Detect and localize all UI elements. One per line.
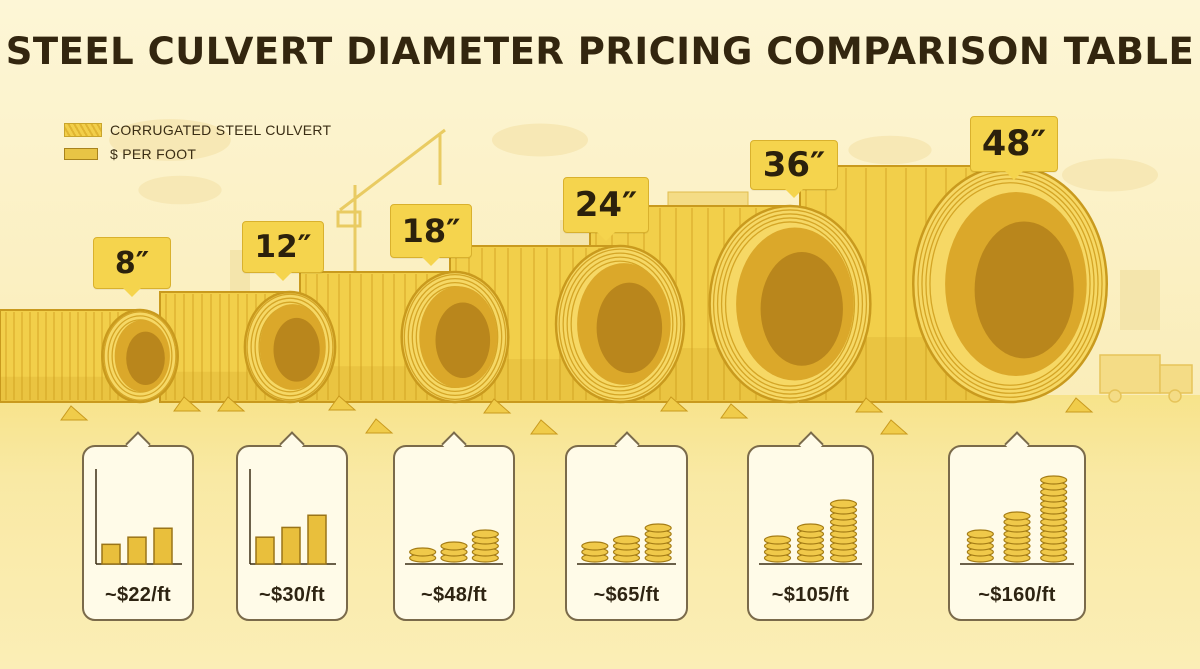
culvert-pipe-2 <box>159 290 337 404</box>
price-label-6: ~$160/ft <box>978 584 1056 606</box>
price-label-3: ~$48/ft <box>420 584 488 606</box>
price-card-1: ~$22/ft <box>82 445 194 621</box>
rock-icon <box>365 418 394 434</box>
legend-item-culvert: CORRUGATED STEEL CULVERT <box>64 118 331 142</box>
size-tag-4: 24″ <box>563 177 649 241</box>
price-card-5: ~$105/ft <box>747 445 874 621</box>
cloud-icon <box>848 135 932 165</box>
price-icon-4 <box>577 523 676 565</box>
rock-icon <box>483 398 512 414</box>
money-swatch-icon <box>64 148 98 160</box>
legend-label-culvert: CORRUGATED STEEL CULVERT <box>110 122 332 138</box>
rock-icon <box>855 397 884 413</box>
size-tag-6: 48″ <box>970 116 1058 180</box>
culvert-pipe-1 <box>0 308 179 404</box>
size-tag-1: 8″ <box>93 237 171 297</box>
price-icon-3 <box>405 529 503 565</box>
building-icon <box>1120 270 1160 330</box>
chart-title: STEEL CULVERT DIAMETER PRICING COMPARISO… <box>5 30 1195 73</box>
price-icon-1 <box>95 469 182 565</box>
price-icon-5 <box>759 499 862 565</box>
price-card-3: ~$48/ft <box>393 445 515 621</box>
legend-label-price: $ PER FOOT <box>110 146 197 162</box>
truck-icon <box>1099 354 1193 403</box>
legend: CORRUGATED STEEL CULVERT $ PER FOOT <box>64 118 331 166</box>
culvert-pipe-4 <box>449 244 686 404</box>
coin-icon <box>612 535 641 545</box>
rock-icon <box>880 419 909 435</box>
price-bar <box>153 527 173 565</box>
coin-icon <box>581 541 609 551</box>
culvert-pipes <box>0 164 1109 404</box>
coin-icon <box>440 541 468 551</box>
price-card-4: ~$65/ft <box>565 445 688 621</box>
cloud-icon <box>492 123 588 157</box>
rock-icon <box>217 396 246 412</box>
price-label-2: ~$30/ft <box>258 584 326 606</box>
price-bar <box>127 536 147 565</box>
price-label-5: ~$105/ft <box>771 584 850 606</box>
cloud-icon <box>1062 158 1158 192</box>
price-bar <box>281 526 301 565</box>
coin-icon <box>1003 511 1031 521</box>
legend-item-price: $ PER FOOT <box>64 142 331 166</box>
price-bar <box>307 514 327 565</box>
rock-icon <box>530 419 559 435</box>
size-tag-5: 36″ <box>750 140 838 198</box>
coin-icon <box>644 523 672 533</box>
coin-icon <box>966 529 994 539</box>
rock-icon <box>328 395 357 411</box>
price-icon-2 <box>249 469 336 565</box>
price-bar <box>255 536 275 565</box>
price-card-2: ~$30/ft <box>236 445 348 621</box>
price-bar <box>101 543 121 565</box>
coin-icon <box>1040 475 1068 485</box>
price-card-6: ~$160/ft <box>948 445 1086 621</box>
coin-icon <box>796 523 825 533</box>
rock-icon <box>720 403 749 419</box>
cloud-icon <box>109 119 231 161</box>
corrugated-swatch-icon <box>64 123 102 137</box>
coin-icon <box>471 529 499 539</box>
price-label-4: ~$65/ft <box>593 584 660 606</box>
rock-icon <box>173 396 202 412</box>
rock-icon <box>60 405 89 421</box>
price-label-1: ~$22/ft <box>104 584 172 606</box>
price-icon-6 <box>960 475 1074 565</box>
coin-icon <box>763 535 792 545</box>
coin-icon <box>829 499 858 509</box>
coin-icon <box>409 547 437 557</box>
rock-icon <box>660 396 689 412</box>
rock-icon <box>1065 397 1094 413</box>
size-tag-2: 12″ <box>242 221 324 281</box>
cloud-icon <box>138 175 222 205</box>
size-tag-3: 18″ <box>390 204 472 266</box>
